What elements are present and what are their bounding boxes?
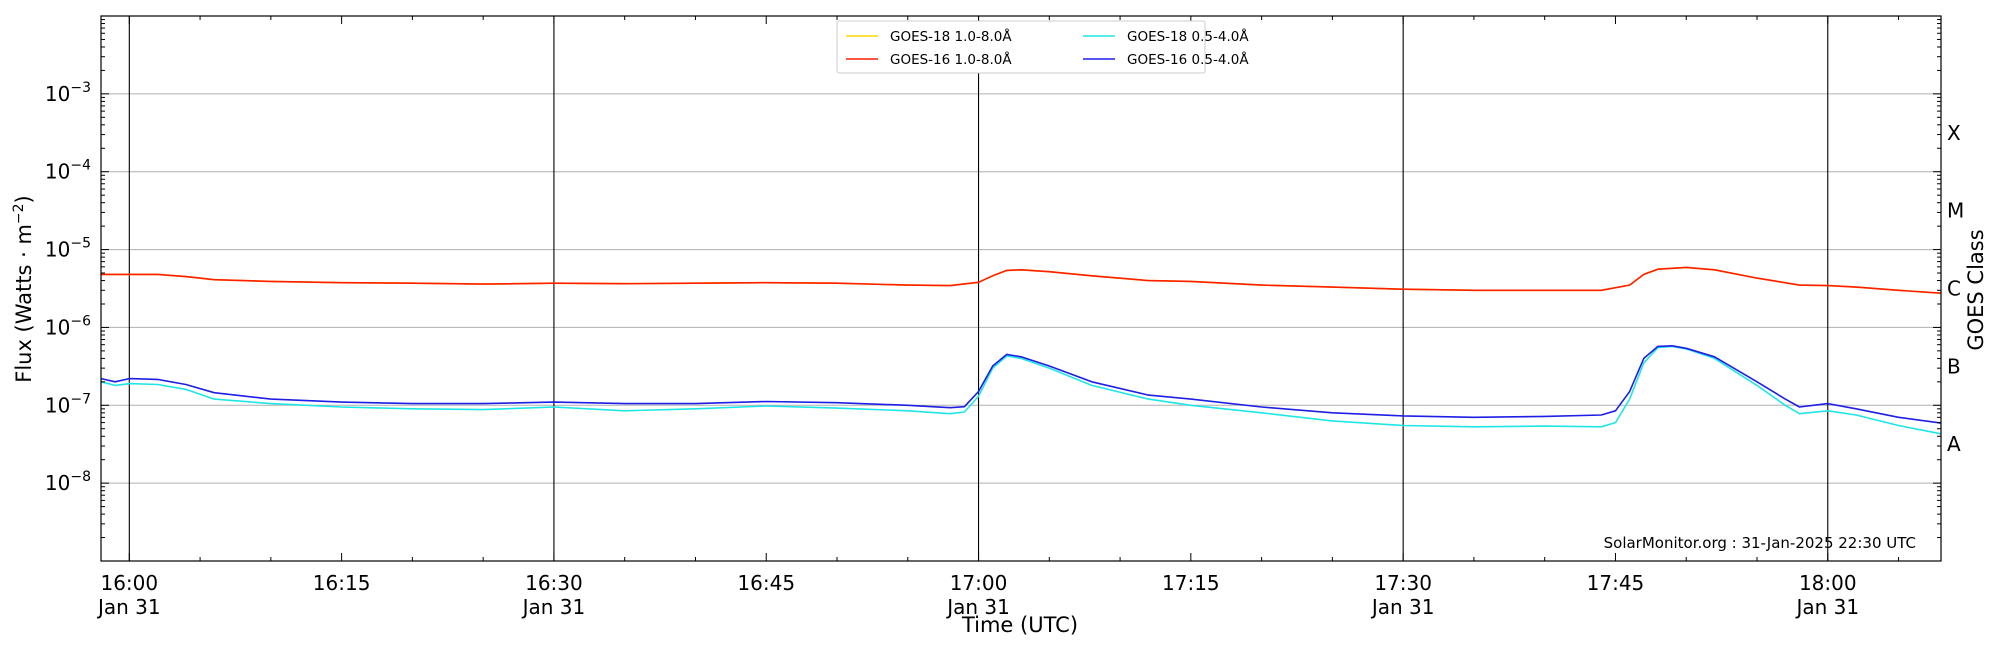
y-axis-title-close: ): [12, 195, 36, 203]
day-marker-lines: [128, 16, 1829, 561]
credit-text: SolarMonitor.org : 31-Jan-2025 22:30 UTC: [1604, 534, 1916, 552]
x-tick-date-label: Jan 31: [521, 595, 586, 619]
y-tick-labels: 10−8 10−7 10−6 10−5 10−4 10−3: [45, 80, 91, 495]
goes-class-label: M: [1947, 199, 1964, 223]
y-tick-label: 10−4: [45, 158, 91, 184]
legend-label: GOES-18 0.5-4.0Å: [1127, 28, 1249, 45]
y-gridlines: [101, 93, 1941, 484]
x-tick-label: 16:15: [313, 571, 371, 595]
goes-class-label: A: [1947, 432, 1961, 456]
x-tick-date-label: Jan 31: [1370, 595, 1435, 619]
goes-class-labels: A B C M X: [1947, 121, 1964, 456]
x-tick-label: 18:00: [1799, 571, 1857, 595]
series-line: [100, 345, 1942, 435]
x-tick-date-label: Jan 31: [945, 595, 1010, 619]
x-tick-label: 17:30: [1374, 571, 1432, 595]
x-tick-label: 17:45: [1587, 571, 1645, 595]
goes-class-axis-title: GOES Class: [1964, 229, 1988, 350]
y-tick-label: 10−8: [45, 469, 91, 495]
legend-label: GOES-16 1.0-8.0Å: [890, 51, 1012, 68]
axis-ticks: [101, 16, 1941, 561]
x-tick-label: 17:15: [1162, 571, 1220, 595]
y-tick-label: 10−5: [45, 236, 91, 262]
y-axis-title-main: Flux (Watts · m: [12, 224, 36, 383]
x-tick-date-label: Jan 31: [1794, 595, 1859, 619]
legend-box: [836, 20, 1206, 74]
legend-label: GOES-18 1.0-8.0Å: [890, 28, 1012, 45]
x-tick-label: 16:30: [525, 571, 583, 595]
y-tick-label: 10−3: [45, 80, 91, 106]
goes-class-label: B: [1947, 354, 1961, 378]
series-line: [100, 345, 1942, 424]
y-axis-title: Flux (Watts · m−2): [11, 195, 36, 383]
legend: GOES-18 1.0-8.0Å GOES-16 1.0-8.0Å GOES-18 …: [836, 20, 1249, 74]
series-lines: [100, 266, 1942, 435]
x-tick-label: 16:45: [737, 571, 795, 595]
series-line: [101, 266, 1942, 294]
y-tick-label: 10−7: [45, 391, 91, 417]
x-tick-label: 17:00: [950, 571, 1008, 595]
goes-class-label: C: [1947, 277, 1961, 301]
y-axis-title-sup: −2: [11, 203, 27, 224]
y-tick-label: 10−6: [45, 313, 91, 339]
x-tick-label: 16:00: [100, 571, 158, 595]
legend-label: GOES-16 0.5-4.0Å: [1127, 51, 1249, 68]
x-axis-title: Time (UTC): [961, 613, 1078, 637]
plot-frame: [100, 15, 1942, 562]
goes-class-label: X: [1947, 121, 1961, 145]
x-tick-date-label: Jan 31: [96, 595, 161, 619]
